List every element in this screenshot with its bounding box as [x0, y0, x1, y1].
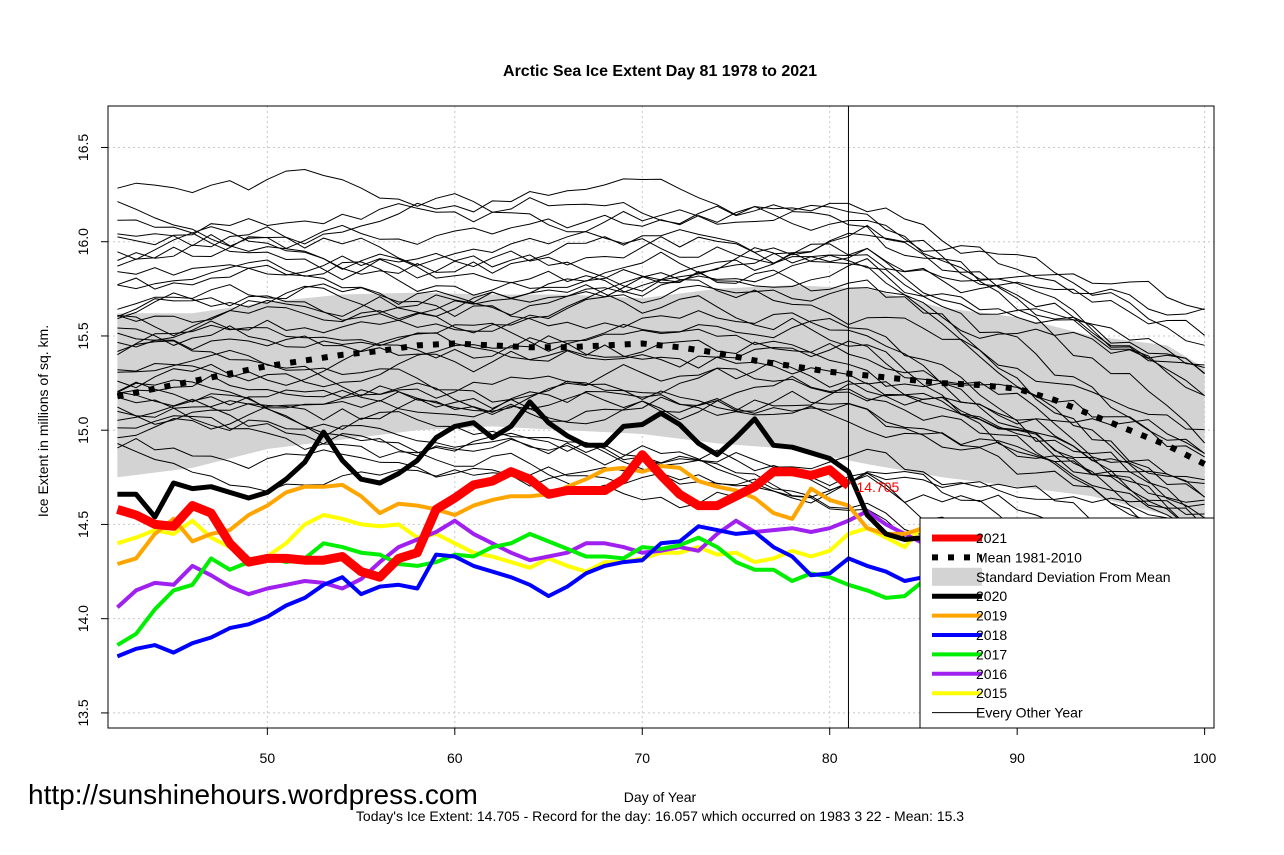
- plot-frame: [107, 105, 1215, 729]
- other-year-line: [117, 202, 1205, 346]
- legend-label: Standard Deviation From Mean: [976, 569, 1171, 585]
- footer-stats: Today's Ice Extent: 14.705 - Record for …: [356, 808, 964, 824]
- y-tick-label: 16.0: [75, 228, 91, 255]
- other-year-line: [117, 197, 1205, 368]
- legend-swatch: [932, 567, 982, 586]
- x-axis: 50 60 70 80 90 100: [260, 728, 1217, 766]
- y-axis: 13.5 14.0 14.5 15.0 15.5 16.0 16.5: [75, 134, 108, 727]
- other-year-line: [117, 359, 1205, 481]
- other-year-line: [117, 247, 1205, 336]
- chart-title: Arctic Sea Ice Extent Day 81 1978 to 202…: [503, 63, 817, 80]
- y-tick-label: 15.5: [75, 322, 91, 349]
- other-year-line: [117, 323, 1205, 503]
- other-year-line: [117, 168, 1205, 311]
- legend-label: 2020: [976, 588, 1007, 604]
- other-year-line: [117, 332, 1205, 498]
- x-tick-label: 60: [447, 750, 463, 766]
- legend: 2021 Mean 1981-2010 Standard Deviation Fro…: [919, 517, 1215, 729]
- y-tick-label: 13.5: [75, 699, 91, 726]
- y-axis-label: Ice Extent in millions of sq. km.: [35, 325, 51, 517]
- x-tick-label: 100: [1193, 750, 1217, 766]
- legend-label: 2017: [976, 646, 1007, 662]
- x-tick-label: 90: [1009, 750, 1025, 766]
- other-year-line: [117, 317, 1205, 484]
- other-year-line: [117, 258, 1205, 454]
- watermark-url: http://sunshinehours.wordpress.com: [28, 779, 478, 810]
- other-year-line: [117, 269, 1205, 498]
- other-year-line: [117, 284, 1205, 397]
- other-year-line: [117, 264, 1205, 539]
- legend-label: 2015: [976, 685, 1007, 701]
- series-2021: [116, 450, 852, 582]
- y-tick-label: 16.5: [75, 134, 91, 161]
- x-tick-label: 80: [822, 750, 838, 766]
- legend-label: 2021: [976, 530, 1007, 546]
- y-tick-label: 14.5: [75, 511, 91, 538]
- other-year-line: [117, 375, 1205, 508]
- y-tick-label: 15.0: [75, 416, 91, 443]
- x-axis-label: Day of Year: [624, 789, 697, 805]
- x-tick-label: 70: [634, 750, 650, 766]
- other-year-line: [117, 219, 1205, 397]
- other-year-line: [117, 233, 1205, 366]
- other-year-line: [117, 226, 1205, 375]
- legend-label: Mean 1981-2010: [976, 549, 1082, 565]
- other-year-line: [117, 349, 1205, 454]
- series-mean-1981-2010: [116, 340, 1206, 467]
- other-year-line: [117, 340, 1205, 531]
- y-tick-label: 14.0: [75, 605, 91, 632]
- other-year-line: [117, 283, 1205, 528]
- x-tick-label: 50: [260, 750, 276, 766]
- legend-label: 2016: [976, 666, 1007, 682]
- legend-label: 2019: [976, 608, 1007, 624]
- other-year-line: [117, 178, 1205, 316]
- other-year-line: [117, 209, 1205, 444]
- current-value-label: 14.705: [856, 479, 899, 495]
- other-year-line: [117, 380, 1205, 515]
- legend-label: 2018: [976, 627, 1007, 643]
- legend-label: Every Other Year: [976, 705, 1083, 721]
- other-year-line: [117, 272, 1205, 431]
